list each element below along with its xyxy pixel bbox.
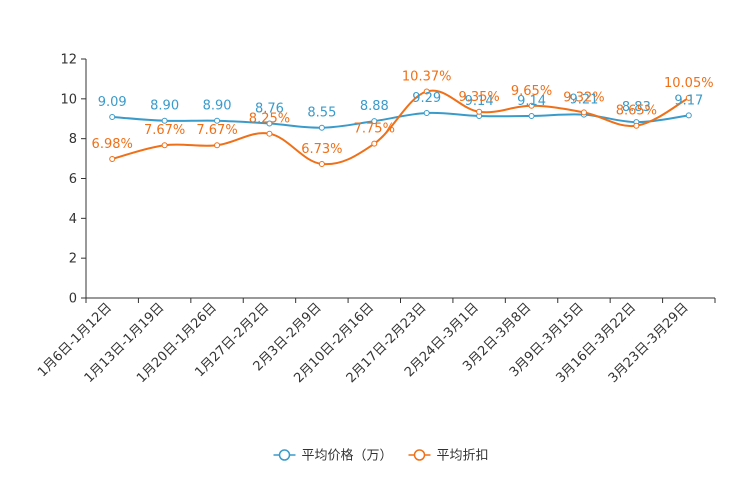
data-point xyxy=(580,109,587,116)
data-label: 7.75% xyxy=(354,122,395,137)
data-point xyxy=(685,94,692,101)
legend-swatch-marker xyxy=(413,449,426,461)
data-point xyxy=(371,140,378,147)
data-label: 9.14 xyxy=(517,94,546,109)
data-point xyxy=(685,112,692,119)
data-label: 8.83 xyxy=(622,100,651,115)
data-label: 7.67% xyxy=(196,123,237,138)
data-label: 6.98% xyxy=(92,137,133,152)
data-point xyxy=(266,120,273,127)
data-label: 9.65% xyxy=(511,84,552,99)
data-label: 8.25% xyxy=(249,112,290,127)
data-label: 10.37% xyxy=(402,69,452,84)
data-label: 8.90 xyxy=(203,99,232,114)
legend-label: 平均价格（万） xyxy=(302,448,393,464)
data-point xyxy=(109,155,116,162)
data-point xyxy=(161,117,168,124)
data-point xyxy=(318,124,325,131)
data-point xyxy=(318,160,325,167)
data-label: 9.32% xyxy=(563,90,604,105)
data-label: 7.67% xyxy=(144,123,185,138)
y-tick-label: 8 xyxy=(69,132,77,147)
data-point xyxy=(214,142,221,149)
data-point xyxy=(528,102,535,109)
series-lines xyxy=(109,88,692,167)
data-label: 9.17 xyxy=(674,93,703,108)
data-point xyxy=(109,113,116,120)
data-point xyxy=(633,122,640,129)
y-tick-label: 10 xyxy=(60,92,77,107)
data-label: 9.09 xyxy=(98,95,127,110)
legend-swatch-marker xyxy=(278,449,291,461)
data-point xyxy=(423,109,430,116)
data-point xyxy=(371,118,378,125)
data-label: 9.14 xyxy=(465,94,494,109)
y-tick-label: 2 xyxy=(69,252,77,267)
data-label: 8.76 xyxy=(255,102,284,117)
data-label: 9.35% xyxy=(458,90,499,105)
y-tick-label: 4 xyxy=(69,212,77,227)
y-tick-label: 6 xyxy=(69,172,77,187)
data-label: 10.05% xyxy=(664,76,714,91)
data-point xyxy=(528,112,535,119)
legend-item-2[interactable]: 平均折扣 xyxy=(408,449,489,464)
data-point xyxy=(161,142,168,149)
legend-label: 平均折扣 xyxy=(437,449,489,464)
data-label: 9.29 xyxy=(412,91,441,106)
data-label: 8.65% xyxy=(616,104,657,119)
legend-item-1[interactable]: 平均价格（万） xyxy=(273,448,393,464)
data-point xyxy=(423,88,430,95)
y-tick-label: 12 xyxy=(60,53,77,68)
data-point xyxy=(266,130,273,137)
data-label: 6.73% xyxy=(301,142,342,157)
data-label: 8.90 xyxy=(150,99,179,114)
data-point xyxy=(214,117,221,124)
legend: 平均价格（万） 平均折扣 xyxy=(273,448,489,464)
data-labels: 9.09 8.90 8.90 8.76 8.55 8.88 9.29 9.14 9.14 9.21… xyxy=(92,69,714,156)
data-point xyxy=(476,108,483,115)
data-label: 9.21 xyxy=(569,93,598,108)
y-tick-label: 0 xyxy=(69,292,77,307)
data-label: 8.55 xyxy=(307,106,336,121)
data-label: 8.88 xyxy=(360,99,389,114)
